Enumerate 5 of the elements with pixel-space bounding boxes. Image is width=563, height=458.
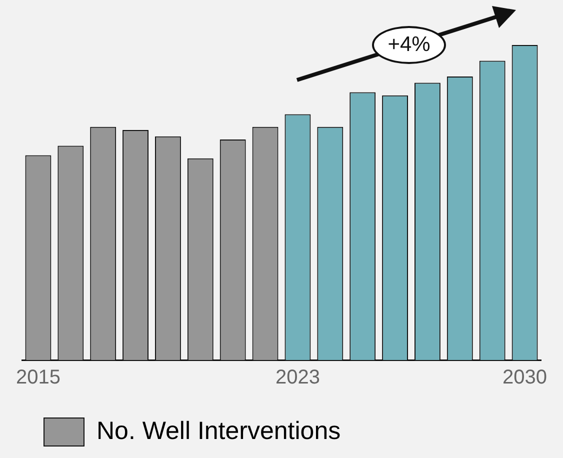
x-tick-label: 2023 [275,366,320,389]
x-tick-label: 2030 [502,366,548,389]
annotation: +4% [372,26,446,64]
legend-label: No. Well Interventions [96,416,341,445]
x-tick-label: 2015 [16,366,60,389]
